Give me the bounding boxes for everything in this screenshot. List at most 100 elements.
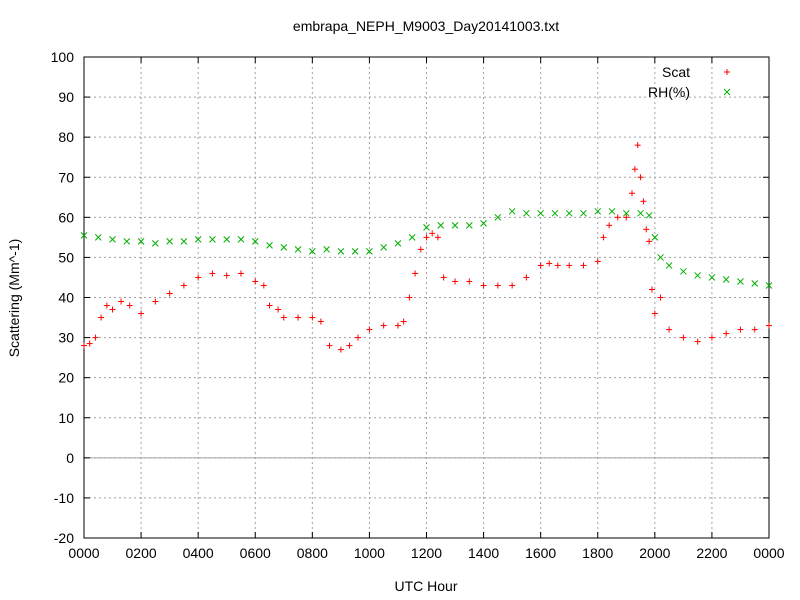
data-point: [94, 234, 102, 241]
legend-label-rh: RH(%): [648, 84, 690, 100]
data-point: [606, 222, 613, 229]
data-point: [180, 282, 187, 289]
data-point: [423, 224, 430, 231]
y-tick-label: 10: [58, 410, 74, 426]
data-point: [546, 260, 553, 267]
data-point: [275, 306, 282, 313]
data-point: [118, 298, 125, 305]
data-point: [92, 334, 99, 341]
data-point: [400, 318, 407, 325]
data-point: [594, 258, 601, 265]
legend-marker: [723, 88, 731, 96]
data-point: [252, 278, 259, 285]
data-point: [98, 314, 105, 321]
y-tick-label: 90: [58, 89, 74, 105]
data-point: [351, 248, 359, 255]
data-point: [195, 274, 202, 281]
data-point: [722, 276, 730, 283]
y-tick-label: 50: [58, 249, 74, 265]
data-point: [423, 234, 430, 241]
data-point: [452, 278, 459, 285]
data-point: [508, 207, 516, 215]
data-point: [623, 214, 630, 221]
data-point: [594, 207, 602, 215]
data-point: [152, 240, 159, 247]
data-point: [480, 219, 487, 227]
data-point: [103, 302, 110, 309]
data-point: [380, 244, 388, 251]
data-point: [412, 270, 419, 277]
x-tick-label: 0400: [183, 545, 214, 561]
y-tick-label: 0: [66, 450, 74, 466]
data-point: [580, 209, 587, 217]
series-rh: [80, 207, 773, 289]
data-point: [494, 213, 502, 221]
data-point: [608, 207, 616, 215]
data-point: [494, 282, 501, 289]
x-tick-label: 2200: [696, 545, 727, 561]
data-point: [640, 198, 647, 205]
data-point: [751, 326, 758, 333]
data-point: [406, 294, 413, 301]
data-point: [237, 270, 244, 277]
data-point: [180, 238, 188, 245]
data-point: [437, 221, 445, 229]
data-point: [666, 326, 673, 333]
data-point: [708, 274, 716, 281]
data-point: [223, 236, 231, 243]
data-point: [308, 248, 316, 255]
data-point: [152, 298, 159, 305]
data-point: [751, 280, 759, 287]
data-point: [209, 270, 216, 277]
data-point: [637, 174, 644, 181]
data-point: [554, 262, 561, 269]
data-point: [622, 209, 630, 217]
data-point: [366, 248, 373, 255]
data-point: [137, 238, 145, 245]
data-point: [537, 262, 544, 269]
data-point: [600, 234, 607, 241]
data-point: [394, 322, 401, 329]
data-point: [646, 238, 653, 245]
data-point: [614, 214, 621, 221]
data-point: [317, 318, 324, 325]
data-point: [266, 302, 273, 309]
data-point: [326, 342, 333, 349]
data-point: [138, 310, 145, 317]
data-point: [680, 268, 687, 275]
data-point: [694, 338, 701, 345]
data-point: [223, 272, 230, 279]
y-tick-label: 20: [58, 370, 74, 386]
series-scat: [81, 142, 772, 353]
data-point: [109, 236, 116, 243]
data-point: [109, 306, 116, 313]
x-tick-label: 1000: [354, 545, 385, 561]
data-point: [537, 209, 545, 217]
data-point: [237, 236, 245, 243]
data-point: [657, 294, 664, 301]
data-point: [665, 262, 673, 269]
data-point: [440, 274, 447, 281]
data-point: [766, 322, 772, 329]
data-point: [380, 322, 387, 329]
data-point: [80, 232, 88, 239]
data-point: [366, 326, 373, 333]
data-point: [434, 234, 441, 241]
data-point: [209, 236, 216, 243]
data-point: [408, 234, 416, 241]
data-point: [166, 290, 173, 297]
series-layer: [80, 142, 773, 353]
data-point: [166, 238, 173, 245]
y-tick-label: 80: [58, 129, 74, 145]
legend-label-scat: Scat: [662, 64, 690, 80]
data-point: [194, 236, 202, 243]
data-point: [765, 282, 773, 289]
y-axis-label: Scattering (Mm^-1): [6, 239, 22, 358]
data-point: [708, 334, 715, 341]
data-point: [429, 230, 436, 237]
data-point: [737, 278, 744, 285]
y-tick-label: -10: [54, 490, 74, 506]
data-point: [251, 238, 259, 245]
data-point: [346, 342, 353, 349]
data-point: [309, 314, 316, 321]
